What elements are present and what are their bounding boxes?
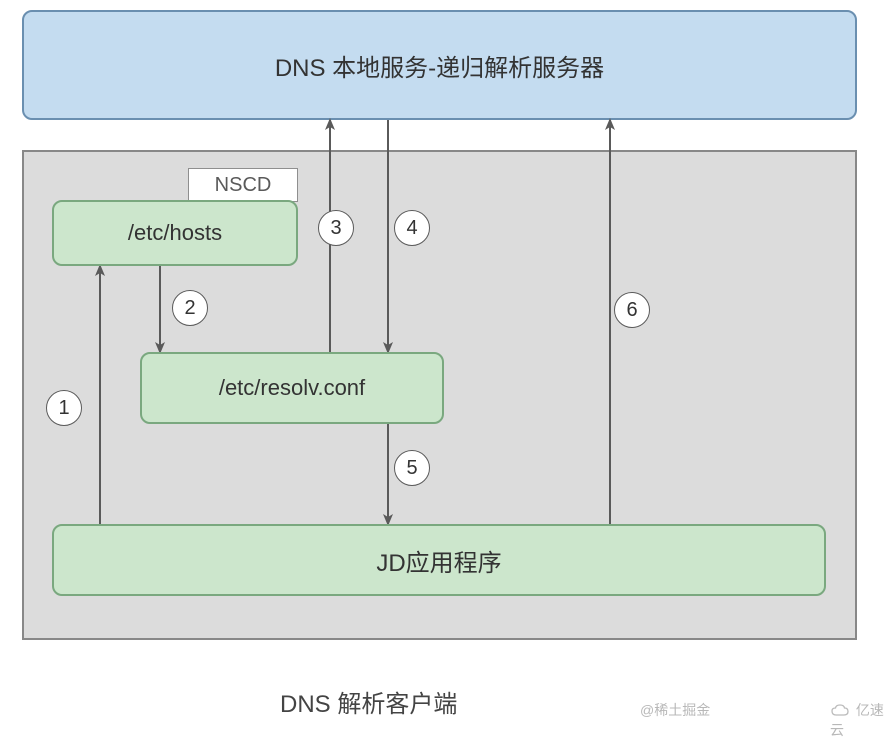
watermark-juejin: @稀土掘金 (640, 700, 710, 720)
cloud-icon (830, 704, 852, 718)
step-badge-2: 2 (172, 290, 208, 326)
step-badge-6: 6 (614, 292, 650, 328)
step-badge-3: 3 (318, 210, 354, 246)
step-badge-1: 1 (46, 390, 82, 426)
diagram-stage: DNS 本地服务-递归解析服务器 NSCD /etc/hosts /etc/re… (0, 0, 887, 739)
node-nscd-tag: NSCD (188, 168, 298, 202)
node-jd-app-label: JD应用程序 (376, 543, 501, 578)
node-dns-server: DNS 本地服务-递归解析服务器 (22, 10, 857, 120)
node-dns-server-label: DNS 本地服务-递归解析服务器 (275, 48, 604, 83)
step-badge-5: 5 (394, 450, 430, 486)
node-nscd-label: NSCD (215, 174, 272, 197)
node-etc-resolv-label: /etc/resolv.conf (219, 375, 365, 401)
node-etc-resolv: /etc/resolv.conf (140, 352, 444, 424)
watermark-yisu: 亿速云 (830, 700, 887, 740)
node-etc-hosts: /etc/hosts (52, 200, 298, 266)
step-badge-4: 4 (394, 210, 430, 246)
diagram-caption: DNS 解析客户端 (280, 684, 457, 719)
node-etc-hosts-label: /etc/hosts (128, 220, 222, 246)
node-jd-app: JD应用程序 (52, 524, 826, 596)
